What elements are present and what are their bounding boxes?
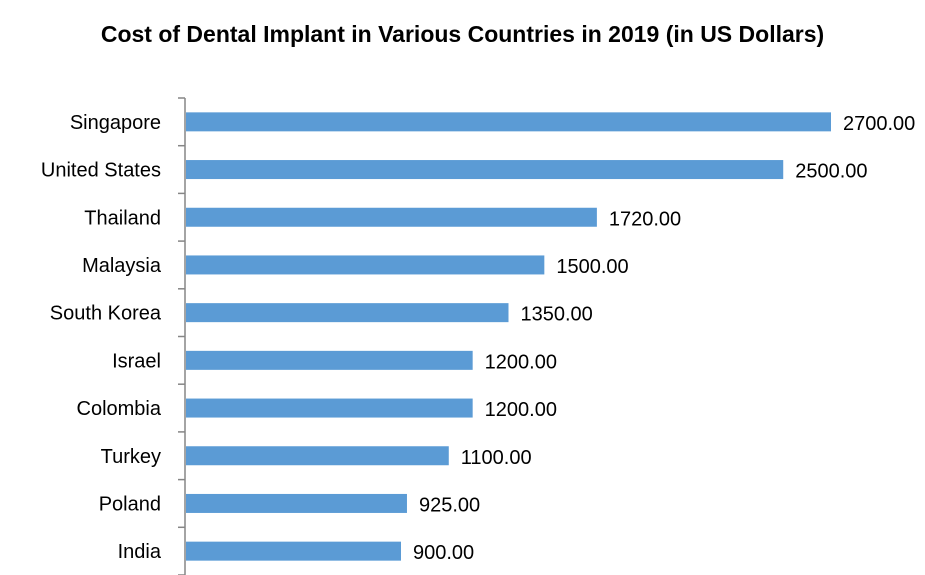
category-label: Thailand: [84, 207, 161, 229]
bar: [186, 112, 831, 132]
bar: [186, 207, 597, 227]
data-label: 1200.00: [485, 399, 557, 421]
category-label: South Korea: [50, 303, 162, 325]
category-label: United States: [41, 160, 161, 182]
category-label: Malaysia: [82, 255, 162, 277]
category-label: Turkey: [101, 446, 161, 468]
bar: [186, 303, 509, 323]
chart-title: Cost of Dental Implant in Various Countr…: [100, 21, 825, 47]
category-label: Colombia: [77, 398, 162, 420]
data-label: 1720.00: [609, 208, 681, 230]
bar: [186, 541, 401, 561]
bar: [186, 446, 449, 466]
category-label: Poland: [99, 493, 161, 515]
bar: [186, 160, 784, 180]
data-label: 2700.00: [843, 113, 915, 135]
data-label: 925.00: [419, 494, 480, 516]
data-label: 1500.00: [556, 256, 628, 278]
data-label: 1350.00: [521, 304, 593, 326]
data-label: 1200.00: [485, 351, 557, 373]
category-label: Singapore: [70, 112, 161, 134]
data-label: 2500.00: [795, 161, 867, 183]
data-label: 1100.00: [461, 447, 532, 469]
category-label: Israel: [112, 350, 161, 372]
bar: [186, 255, 545, 275]
category-label: India: [118, 541, 162, 563]
data-label: 900.00: [413, 542, 474, 564]
bar: [186, 493, 407, 513]
bar: [186, 398, 473, 418]
bar: [186, 350, 473, 370]
